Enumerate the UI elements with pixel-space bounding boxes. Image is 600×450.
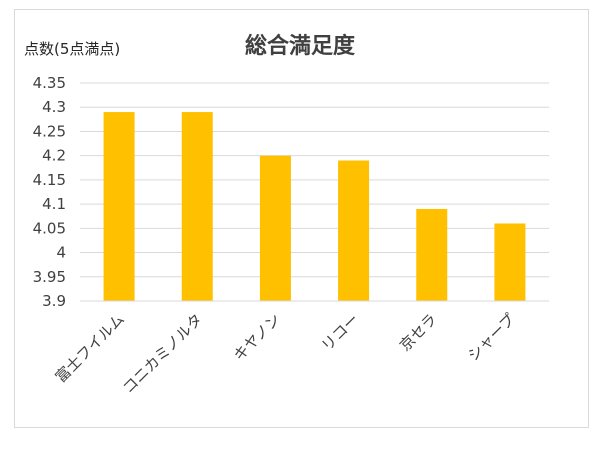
bar xyxy=(416,208,448,301)
x-tick-label: リコー xyxy=(318,310,363,355)
bar xyxy=(181,112,213,301)
x-tick-label: コニカミノルタ xyxy=(119,310,206,397)
bar xyxy=(494,223,526,301)
y-tick-label: 4.15 xyxy=(33,171,66,189)
y-tick-label: 3.9 xyxy=(42,292,66,310)
x-tick-label: シャープ xyxy=(464,310,519,365)
chart-title: 総合満足度 xyxy=(244,34,355,59)
bar xyxy=(103,112,135,301)
bar xyxy=(259,155,291,301)
y-tick-label: 3.95 xyxy=(33,268,66,286)
y-tick-label: 4.05 xyxy=(33,219,66,237)
x-tick-label: 京セラ xyxy=(396,310,441,355)
y-tick-label: 4.35 xyxy=(33,74,66,92)
y-axis-label: 点数(5点満点) xyxy=(24,40,121,58)
y-tick-label: 4.3 xyxy=(42,98,66,116)
x-tick-label: キヤノン xyxy=(230,310,284,364)
y-tick-label: 4.25 xyxy=(33,122,66,140)
y-tick-label: 4.1 xyxy=(42,195,66,213)
y-tick-label: 4.2 xyxy=(42,147,66,165)
bar xyxy=(338,160,370,301)
x-tick-label: 富士フイルム xyxy=(52,310,128,386)
y-tick-label: 4 xyxy=(56,244,66,262)
